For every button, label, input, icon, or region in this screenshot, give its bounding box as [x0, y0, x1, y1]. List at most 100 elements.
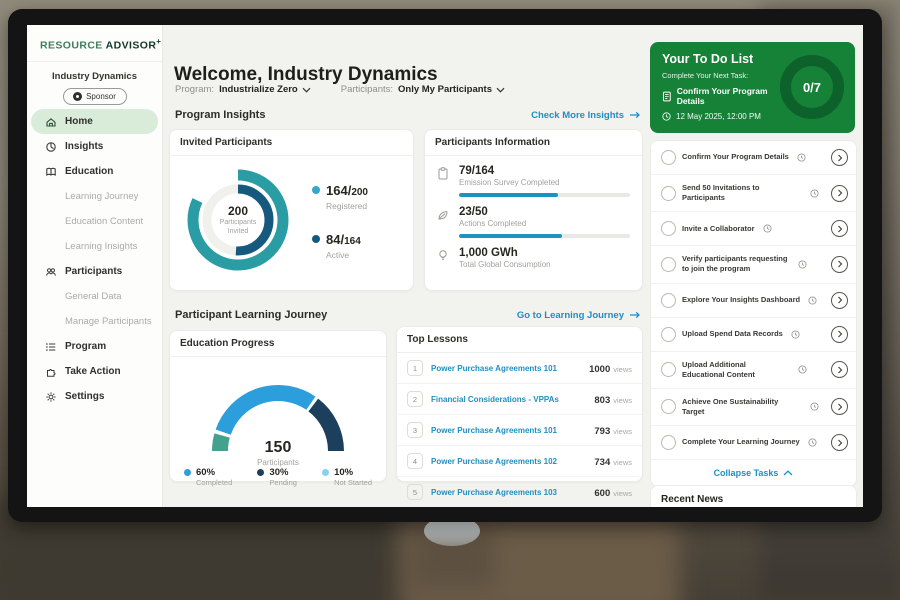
- task-label: Invite a Collaborator: [682, 223, 755, 233]
- collapse-tasks-label: Collapse Tasks: [713, 468, 779, 478]
- legend-dot: [312, 235, 320, 243]
- todo-progress-ring: 0/7: [780, 55, 844, 119]
- clock-icon: [791, 329, 800, 339]
- task-checkbox[interactable]: [661, 221, 676, 237]
- logo-plus: +: [156, 37, 162, 46]
- sidebar-item-label: Education Content: [65, 216, 144, 227]
- legend-label: Completed: [196, 478, 233, 487]
- todo-title: Your To Do List: [662, 52, 754, 66]
- todo-next-task-label: Confirm Your Program Details: [676, 86, 768, 106]
- chevron-right-icon: [837, 330, 842, 338]
- clock-icon: [808, 295, 817, 305]
- arrow-right-icon: [630, 311, 640, 319]
- legend-label: Active: [326, 250, 350, 260]
- legend-dot: [312, 186, 320, 194]
- program-dropdown-value: Industrialize Zero: [219, 84, 298, 95]
- todo-progress-value: 0/7: [802, 79, 822, 95]
- sidebar-item-education[interactable]: Education: [31, 159, 158, 184]
- task-row[interactable]: Explore Your Insights Dashboard: [651, 284, 856, 318]
- task-open-button[interactable]: [831, 255, 848, 273]
- lesson-link[interactable]: Financial Considerations - VPPAs: [431, 394, 559, 404]
- task-checkbox[interactable]: [661, 150, 676, 165]
- task-open-button[interactable]: [831, 291, 848, 309]
- sidebar-item-home[interactable]: Home: [31, 109, 158, 134]
- people-icon: [46, 267, 56, 276]
- legend-dot: [322, 469, 330, 476]
- lesson-views-count: 1000: [589, 364, 611, 375]
- card-title: Education Progress: [170, 331, 386, 357]
- lesson-rank-badge: 4: [407, 453, 423, 469]
- todo-task-list: Confirm Your Program Details Send 50 Inv…: [650, 140, 857, 487]
- lesson-link[interactable]: Power Purchase Agreements 102: [431, 456, 557, 466]
- chevron-right-icon: [837, 260, 842, 268]
- task-row[interactable]: Send 50 Invitations to Participants: [651, 175, 856, 213]
- task-row[interactable]: Upload Additional Educational Content: [651, 352, 856, 389]
- lesson-link[interactable]: Power Purchase Agreements 101: [431, 363, 557, 373]
- home-icon: [46, 117, 56, 127]
- task-open-button[interactable]: [831, 184, 848, 202]
- sidebar-item-learning-insights[interactable]: Learning Insights: [31, 234, 158, 259]
- participants-dropdown-value: Only My Participants: [398, 84, 492, 95]
- lesson-link[interactable]: Power Purchase Agreements 101: [431, 425, 557, 435]
- legend-total: 164: [344, 236, 361, 247]
- sidebar-item-settings[interactable]: Settings: [31, 384, 158, 409]
- check-more-insights-link[interactable]: Check More Insights: [531, 110, 641, 121]
- task-row[interactable]: Upload Spend Data Records: [651, 318, 856, 352]
- task-checkbox[interactable]: [661, 256, 676, 272]
- monitor-bezel: RESOURCE ADVISOR+ Industry Dynamics Spon…: [8, 9, 882, 522]
- participants-dropdown[interactable]: Only My Participants: [398, 84, 505, 95]
- org-name: Industry Dynamics: [52, 70, 137, 82]
- legend-value: 84/: [326, 232, 345, 247]
- filter-bar: Program: Industrialize Zero Participants…: [175, 84, 505, 95]
- task-row[interactable]: Verify participants requesting to join t…: [651, 246, 856, 284]
- task-open-button[interactable]: [831, 325, 848, 343]
- sidebar-item-manage-participants[interactable]: Manage Participants: [31, 309, 158, 334]
- task-row[interactable]: Complete Your Learning Journey: [651, 426, 856, 460]
- collapse-tasks-link[interactable]: Collapse Tasks: [651, 460, 856, 486]
- sidebar-item-general-data[interactable]: General Data: [31, 284, 158, 309]
- recent-news-title: Recent News: [651, 486, 856, 507]
- lesson-views-suffix: views: [613, 396, 632, 405]
- task-open-button[interactable]: [831, 398, 848, 416]
- sidebar-item-take-action[interactable]: Take Action: [31, 359, 158, 384]
- leaf-icon: [437, 206, 451, 238]
- lesson-row: 3 Power Purchase Agreements 101 793 views: [397, 414, 642, 445]
- task-checkbox[interactable]: [661, 399, 676, 415]
- clock-icon: [798, 260, 807, 269]
- task-checkbox[interactable]: [661, 292, 676, 308]
- program-dropdown[interactable]: Industrialize Zero: [219, 84, 311, 95]
- participants-information-card: Participants Information 79/164 Emission…: [424, 129, 643, 291]
- stat-value: 1,000 GWh: [459, 247, 518, 259]
- top-lessons-card: Top Lessons 1 Power Purchase Agreements …: [396, 326, 643, 500]
- task-row[interactable]: Achieve One Sustainability Target: [651, 389, 856, 426]
- legend-value: 10%: [334, 467, 354, 478]
- sidebar-item-program[interactable]: Program: [31, 334, 158, 359]
- task-checkbox[interactable]: [661, 435, 676, 450]
- stat-value: 23/50: [459, 206, 488, 218]
- task-open-button[interactable]: [831, 220, 848, 238]
- task-checkbox[interactable]: [661, 362, 676, 378]
- task-open-button[interactable]: [831, 434, 848, 451]
- lesson-row: 1 Power Purchase Agreements 101 1000 view…: [397, 353, 642, 383]
- sidebar-item-participants[interactable]: Participants: [31, 259, 158, 284]
- sidebar-item-label: Learning Journey: [65, 191, 139, 202]
- task-checkbox[interactable]: [661, 326, 676, 342]
- legend-label: Not Started: [334, 478, 372, 487]
- legend-item-not-started: 10% Not Started: [322, 467, 372, 487]
- task-open-button[interactable]: [831, 361, 848, 379]
- section-title: Participant Learning Journey: [175, 309, 328, 321]
- task-label: Complete Your Learning Journey: [682, 437, 800, 447]
- task-checkbox[interactable]: [661, 185, 676, 201]
- donut-chart-svg: [187, 169, 289, 271]
- legend-dot: [184, 469, 191, 476]
- sidebar-item-learning-journey[interactable]: Learning Journey: [31, 184, 158, 209]
- sidebar-item-insights[interactable]: Insights: [31, 134, 158, 159]
- lesson-row: 4 Power Purchase Agreements 102 734 views: [397, 445, 642, 476]
- go-to-learning-journey-link[interactable]: Go to Learning Journey: [517, 310, 641, 321]
- task-open-button[interactable]: [831, 149, 848, 166]
- task-row[interactable]: Confirm Your Program Details: [651, 141, 856, 175]
- lesson-views-suffix: views: [613, 427, 632, 436]
- task-row[interactable]: Invite a Collaborator: [651, 212, 856, 247]
- lesson-link[interactable]: Power Purchase Agreements 103: [431, 487, 557, 497]
- sidebar-item-education-content[interactable]: Education Content: [31, 209, 158, 234]
